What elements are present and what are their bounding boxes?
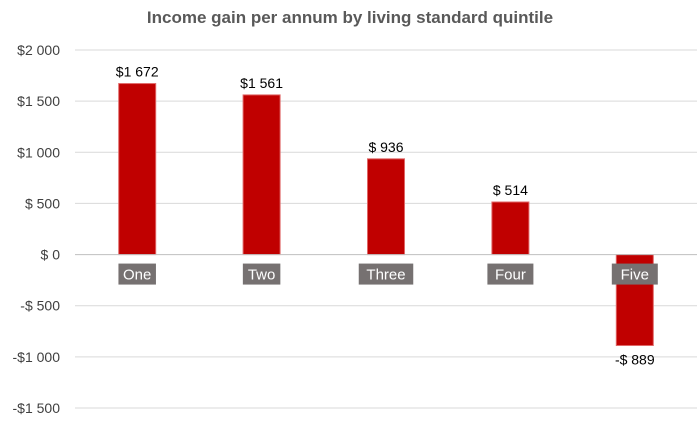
category-label-text: Two xyxy=(248,267,276,284)
category-label: One xyxy=(118,263,156,285)
y-tick-label: $2 000 xyxy=(17,42,60,58)
data-label: $1 672 xyxy=(116,64,159,80)
category-label-text: Three xyxy=(366,267,405,284)
y-tick-labels: $2 000 $1 500 $1 000 $ 500 $ 0 -$ 500 -$1 000 -… xyxy=(13,42,61,416)
bar xyxy=(367,158,405,256)
category-label-text: Four xyxy=(495,267,526,284)
category-label-text: One xyxy=(123,267,151,284)
bar xyxy=(491,201,530,256)
category-labels: One Two Three Four Five xyxy=(118,263,658,285)
bars xyxy=(118,83,654,347)
data-label: $ 936 xyxy=(368,139,403,155)
category-label: Four xyxy=(487,263,534,285)
category-label-box xyxy=(118,263,156,285)
category-label: Three xyxy=(358,263,414,285)
category-label-box xyxy=(487,263,534,285)
category-label-box xyxy=(242,263,281,285)
data-label: $1 561 xyxy=(240,75,283,91)
category-label: Five xyxy=(611,263,658,285)
category-label-box xyxy=(358,263,414,285)
category-label-text: Five xyxy=(621,267,649,284)
data-label: -$ 889 xyxy=(615,352,655,368)
data-label: $ 514 xyxy=(493,182,528,198)
y-tick-label: $1 500 xyxy=(17,93,60,109)
y-tick-label: -$1 000 xyxy=(13,349,61,365)
y-tick-label: $ 500 xyxy=(25,195,60,211)
category-label-box xyxy=(611,263,658,285)
y-tick-label: -$1 500 xyxy=(13,400,61,416)
category-label: Two xyxy=(242,263,281,285)
bar xyxy=(242,94,281,256)
y-tick-label: $ 0 xyxy=(41,247,61,263)
y-tick-label: -$ 500 xyxy=(20,298,60,314)
data-labels: $1 672 $1 561 $ 936 $ 514 -$ 889 xyxy=(116,64,655,368)
y-tick-label: $1 000 xyxy=(17,144,60,160)
bar xyxy=(118,83,157,256)
chart-title: Income gain per annum by living standard… xyxy=(146,8,554,27)
